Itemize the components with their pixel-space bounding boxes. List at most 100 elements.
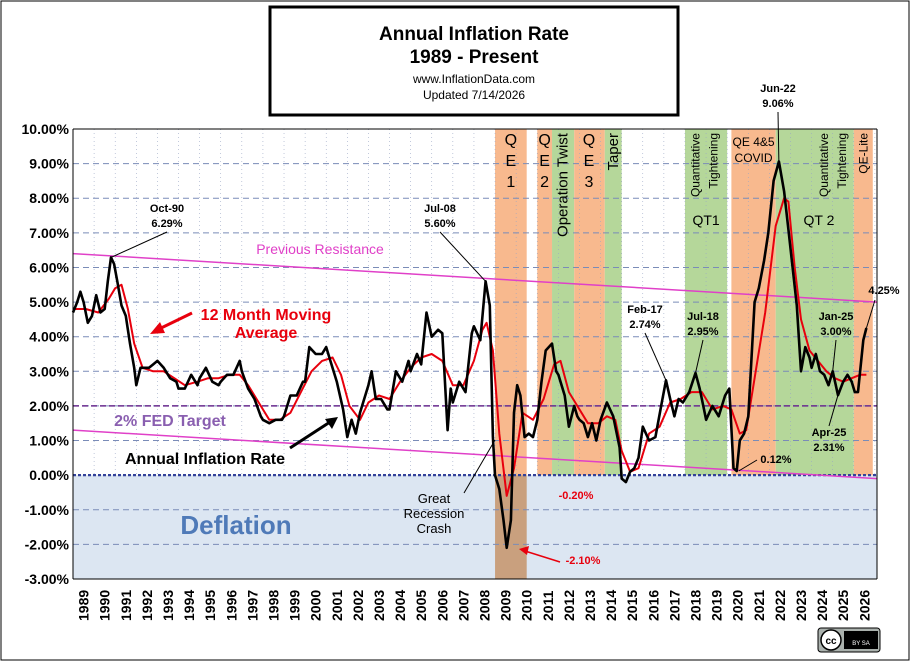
- annotation-date: Jul-18: [687, 311, 719, 323]
- annotation-pointer: [644, 332, 667, 381]
- inflation-arrow: [289, 420, 331, 450]
- x-tick-label: 2013: [582, 590, 598, 621]
- x-tick-label: 2023: [793, 590, 809, 621]
- axes: 10.00%9.00%8.00%7.00%6.00%5.00%4.00%3.00…: [22, 121, 878, 621]
- qe3-label: E: [584, 153, 595, 170]
- website-link[interactable]: www.InflationData.com: [412, 72, 535, 86]
- chart-title: Annual Inflation Rate: [379, 24, 569, 45]
- support-trend-line: [72, 429, 878, 480]
- x-tick-label: 2008: [476, 590, 492, 621]
- annotation-pointer: [832, 339, 837, 372]
- inflation-line: [71, 160, 868, 550]
- qe2-label: E: [539, 153, 550, 170]
- moving-average-arrow: [156, 311, 193, 332]
- x-tick-label: 2000: [308, 590, 324, 621]
- qe45-label: QE 4&5: [733, 135, 775, 149]
- x-tick-label: 2025: [835, 590, 851, 621]
- qe-lite-label: QE-Lite: [856, 133, 870, 174]
- x-tick-label: 2001: [329, 590, 345, 621]
- x-tick-label: 2017: [666, 590, 682, 621]
- x-tick-label: 2011: [540, 590, 556, 621]
- y-tick-label: 10.00%: [22, 121, 70, 137]
- x-tick-label: 2024: [814, 590, 830, 621]
- deflation-region: [73, 475, 877, 579]
- low-2015-label: -0.20%: [559, 490, 594, 502]
- low-2020-pointer: [738, 459, 758, 472]
- x-tick-label: 2009: [498, 590, 514, 621]
- annotation-value: 9.06%: [762, 98, 793, 110]
- x-tick-label: 2020: [730, 590, 746, 621]
- x-tick-label: 1997: [244, 590, 260, 621]
- qt2-sub-label: QT 2: [804, 212, 835, 228]
- y-tick-label: -1.00%: [25, 502, 70, 518]
- plot-background: [73, 475, 877, 579]
- deflation-label: Deflation: [180, 510, 291, 540]
- qe1-label: 1: [506, 174, 515, 191]
- x-tick-label: 2010: [519, 590, 535, 621]
- annotation-value: 3.00%: [820, 326, 851, 338]
- x-tick-label: 2014: [603, 590, 619, 621]
- annotation-value: 2.95%: [687, 326, 718, 338]
- annotation-value: 5.60%: [424, 218, 455, 230]
- inflation-legend-label: Annual Inflation Rate: [125, 451, 285, 468]
- title-box: Annual Inflation Rate 1989 - Present www…: [268, 5, 680, 117]
- annotation-pointer: [439, 231, 486, 282]
- x-tick-label: 1993: [160, 590, 176, 621]
- y-tick-label: 4.00%: [29, 329, 69, 345]
- crash-label-2: Recession: [404, 506, 465, 521]
- x-tick-label: 1998: [265, 590, 281, 621]
- covid-label: COVID: [735, 151, 773, 165]
- x-tick-label: 1989: [76, 590, 92, 621]
- annotation-date: Apr-25: [812, 427, 847, 439]
- series-lines: [71, 160, 868, 550]
- crash-label-3: Crash: [417, 521, 452, 536]
- x-tick-label: 2007: [455, 590, 471, 621]
- latest-value-pointer: [865, 299, 876, 329]
- cc-badge-text: cc: [825, 636, 837, 647]
- latest-value-label: 4.25%: [868, 285, 899, 297]
- x-tick-label: 2015: [624, 590, 640, 621]
- y-tick-label: 3.00%: [29, 363, 69, 379]
- moving-average-arrowhead: [150, 322, 165, 334]
- x-tick-label: 1996: [223, 590, 239, 621]
- x-tick-label: 2026: [856, 590, 872, 621]
- qt1-vertical-label-2: Tightening: [706, 133, 720, 189]
- x-tick-label: 2012: [561, 590, 577, 621]
- qt2-vertical-label: Quantitative: [817, 133, 831, 197]
- y-tick-label: 2.00%: [29, 398, 69, 414]
- annotation-value: 2.31%: [813, 442, 844, 454]
- annotation-value: 2.74%: [629, 319, 660, 331]
- chart-subtitle: 1989 - Present: [410, 47, 540, 68]
- fed-target-label: 2% FED Target: [114, 413, 226, 430]
- qe1-label: Q: [505, 132, 517, 149]
- qt1-vertical-label: Quantitative: [689, 133, 703, 197]
- low-2009-label: -2.10%: [566, 555, 601, 567]
- annotation-pointer: [110, 231, 168, 258]
- x-tick-label: 1992: [139, 590, 155, 621]
- inflation-arrowhead: [325, 417, 338, 429]
- low-2020-label: 0.12%: [760, 454, 791, 466]
- moving-average-legend-line2: Average: [235, 325, 298, 342]
- qt2-vertical-label-2: Tightening: [835, 133, 849, 189]
- x-tick-label: 1990: [97, 590, 113, 621]
- annotation-pointer: [695, 339, 704, 374]
- y-tick-label: 1.00%: [29, 433, 69, 449]
- qe1-label: E: [506, 153, 517, 170]
- x-tick-label: 2018: [688, 590, 704, 621]
- x-tick-label: 1995: [202, 590, 218, 621]
- crash-pointer: [463, 439, 496, 494]
- x-tick-label: 2022: [772, 590, 788, 621]
- qt1-sub-label: QT1: [692, 212, 719, 228]
- taper-label: Taper: [605, 133, 622, 171]
- annotation-date: Feb-17: [627, 304, 662, 316]
- x-tick-label: 1994: [181, 590, 197, 621]
- y-tick-label: 7.00%: [29, 225, 69, 241]
- x-tick-label: 2003: [371, 590, 387, 621]
- annotation-pointer: [828, 395, 839, 427]
- annotation-date: Oct-90: [150, 203, 184, 215]
- creative-commons-icon[interactable]: cc BY SA: [817, 627, 881, 653]
- qe2-label: Q: [538, 132, 550, 149]
- previous-resistance-label: Previous Resistance: [256, 241, 384, 257]
